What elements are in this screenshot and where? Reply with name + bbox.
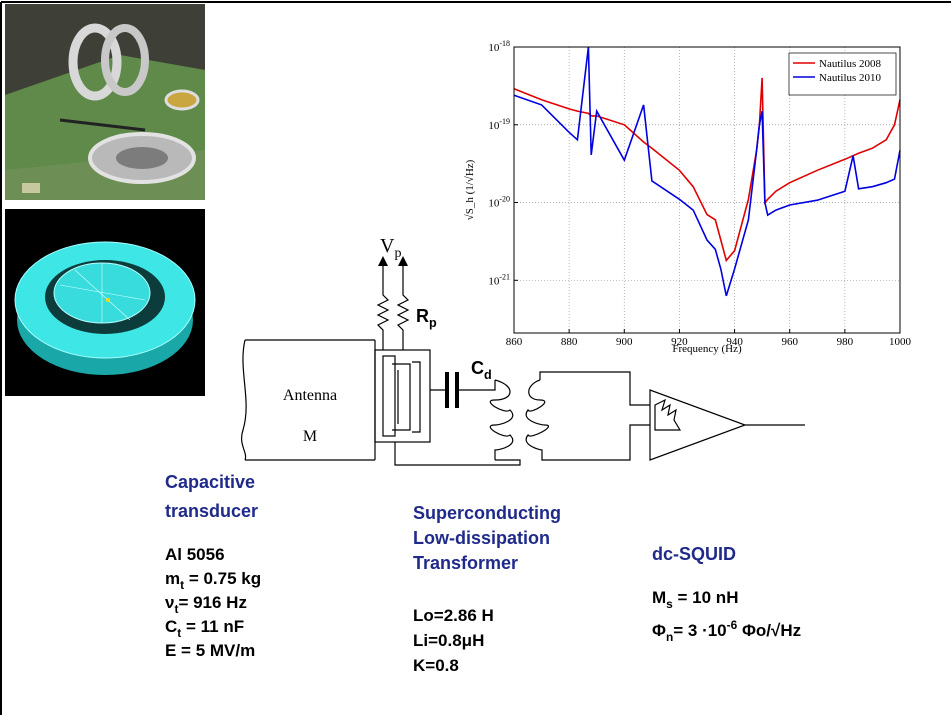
text-run: M (652, 588, 666, 607)
x-tick-label: 940 (726, 336, 743, 348)
legend-label: Nautilus 2010 (819, 72, 882, 84)
text-run: V (380, 235, 395, 257)
heading: Transformer (413, 553, 518, 573)
x-tick-label: 960 (781, 336, 798, 348)
text-run: ν (165, 593, 174, 612)
text-run: K=0.8 (413, 656, 459, 675)
text-run: Φo/√Hz (737, 621, 801, 640)
heading: Capacitive (165, 472, 255, 492)
fem-mesh-image (5, 209, 205, 396)
text-run: = 10 nH (673, 588, 739, 607)
text-run: d (484, 368, 492, 382)
text-run: p (394, 246, 401, 261)
x-tick-label: 980 (837, 336, 854, 348)
heading: transducer (165, 501, 258, 521)
text-run: E = 5 MV/m (165, 641, 255, 660)
text-run: Φ (652, 621, 666, 640)
x-tick-label: 1000 (889, 336, 912, 348)
heading: Low-dissipation (413, 528, 550, 548)
x-tick-label: 880 (561, 336, 578, 348)
text-run: Li=0.8μH (413, 631, 484, 650)
text-run: = 916 Hz (178, 593, 247, 612)
mass-label: M (303, 428, 317, 445)
text-run: -6 (727, 618, 738, 632)
text-run: C (471, 358, 484, 378)
text-run: = 3 ·10 (673, 621, 726, 640)
text-run: n (666, 630, 673, 644)
spec-line: K=0.8 (413, 656, 459, 675)
slide: √S_h (1/√Hz) Frequency (Hz) 860880900920… (0, 0, 951, 715)
spec-line: Lo=2.86 H (413, 606, 494, 625)
antenna-label: Antenna (283, 387, 337, 404)
heading: dc-SQUID (652, 544, 736, 564)
x-tick-label: 860 (506, 336, 523, 348)
x-tick-label: 920 (671, 336, 688, 348)
text-run: C (165, 617, 177, 636)
y-axis-label: √S_h (1/√Hz) (464, 159, 476, 220)
text-run: = 11 nF (181, 617, 244, 636)
x-tick-label: 900 (616, 336, 633, 348)
heading: Superconducting (413, 503, 561, 523)
text-run: Lo=2.86 H (413, 606, 494, 625)
spec-line: Li=0.8μH (413, 631, 484, 650)
text-run: m (165, 569, 180, 588)
text-run: = 0.75 kg (184, 569, 261, 588)
text-run: p (429, 316, 437, 330)
spec-line: E = 5 MV/m (165, 641, 255, 660)
lab-photo (5, 4, 205, 200)
text-run: Al 5056 (165, 545, 225, 564)
text-run: R (416, 306, 429, 326)
legend-label: Nautilus 2008 (819, 58, 882, 70)
spec-line: Al 5056 (165, 545, 225, 564)
